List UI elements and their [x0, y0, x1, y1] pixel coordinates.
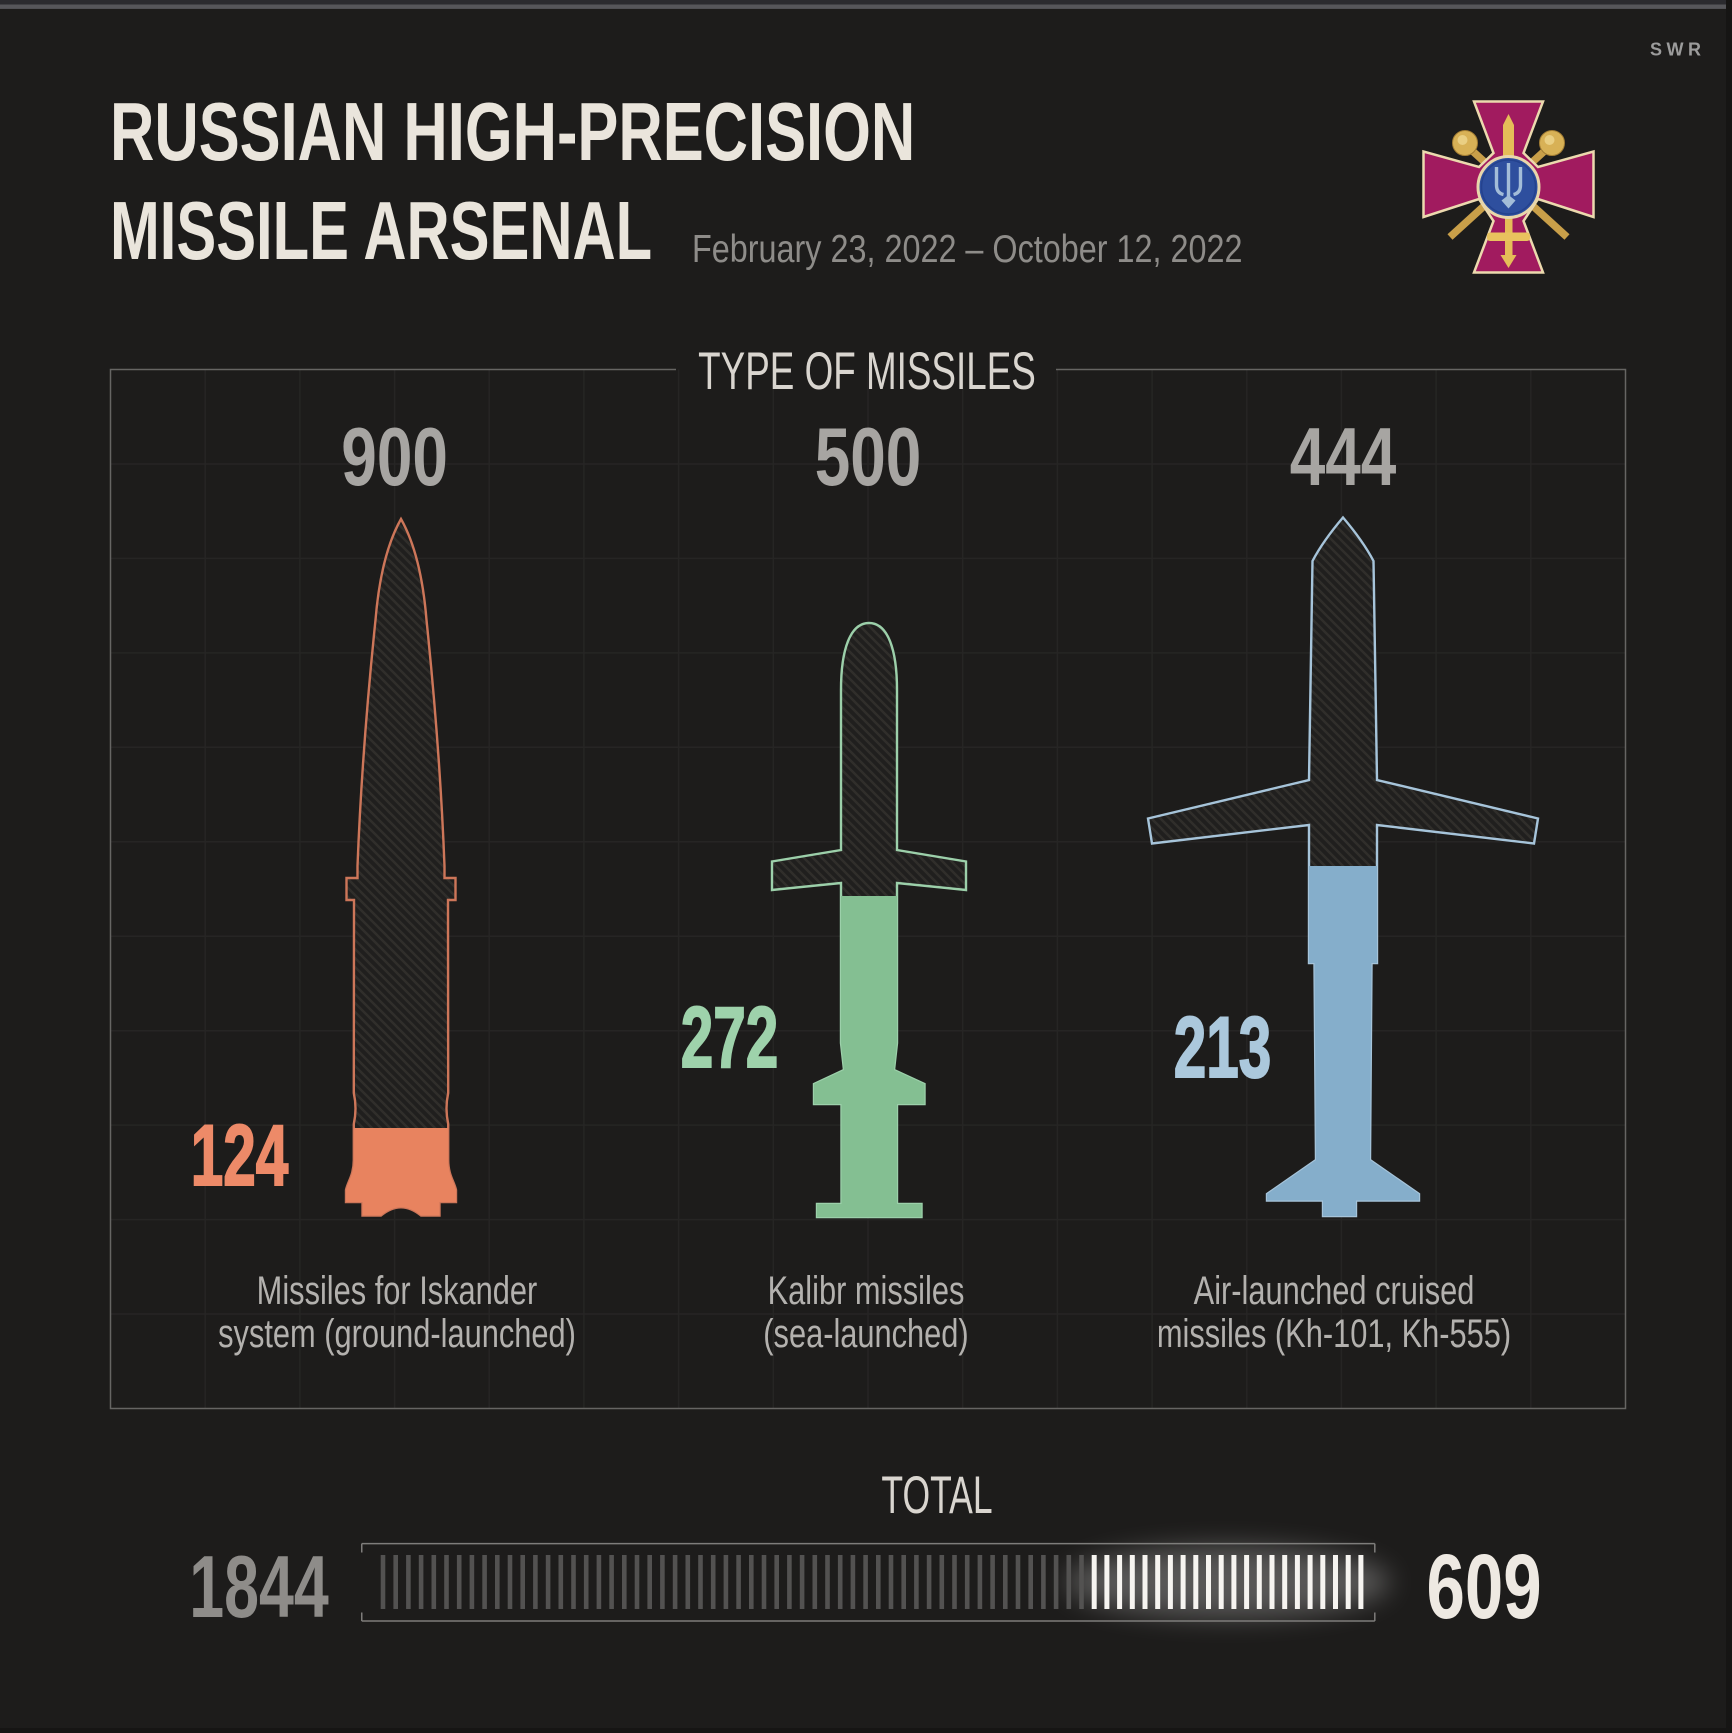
svg-text:missiles (Kh-101, Kh-555): missiles (Kh-101, Kh-555) [1157, 1311, 1511, 1356]
svg-text:500: 500 [815, 410, 922, 503]
svg-text:124: 124 [191, 1107, 289, 1204]
svg-text:(sea-launched): (sea-launched) [763, 1311, 968, 1356]
svg-text:213: 213 [1174, 999, 1272, 1096]
svg-text:RUSSIAN HIGH-PRECISION: RUSSIAN HIGH-PRECISION [110, 86, 915, 178]
svg-text:444: 444 [1290, 410, 1397, 503]
svg-text:system (ground-launched): system (ground-launched) [218, 1311, 576, 1356]
svg-text:TOTAL: TOTAL [881, 1465, 992, 1525]
svg-text:SWR: SWR [1650, 40, 1706, 60]
svg-text:TYPE OF MISSILES: TYPE OF MISSILES [698, 341, 1036, 400]
svg-text:February 23, 2022 – October 12: February 23, 2022 – October 12, 2022 [692, 227, 1242, 271]
svg-text:Air-launched cruised: Air-launched cruised [1194, 1268, 1475, 1313]
svg-text:1844: 1844 [189, 1539, 329, 1637]
svg-text:609: 609 [1426, 1535, 1541, 1638]
svg-text:Missiles for Iskander: Missiles for Iskander [257, 1268, 538, 1313]
svg-text:MISSILE ARSENAL: MISSILE ARSENAL [110, 186, 652, 278]
svg-text:Kalibr missiles: Kalibr missiles [768, 1268, 965, 1313]
svg-text:900: 900 [341, 410, 448, 503]
svg-text:272: 272 [681, 989, 779, 1086]
